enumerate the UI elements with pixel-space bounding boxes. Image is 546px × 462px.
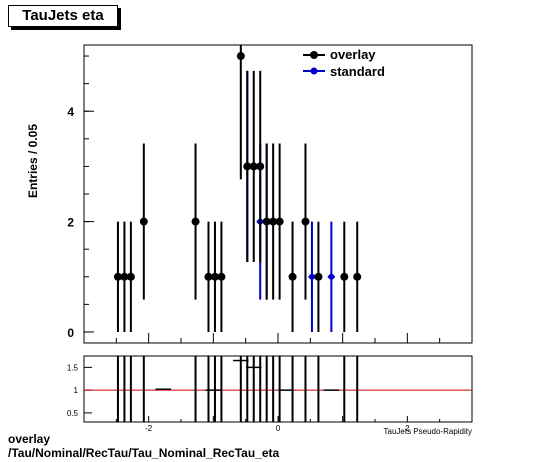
main-axes: 0 2 4 <box>67 55 473 343</box>
overlay-point <box>275 143 284 300</box>
main-y-tick-label: 2 <box>67 216 74 230</box>
overlay-point <box>269 143 278 300</box>
y-axis-label: Entries / 0.05 <box>26 124 40 198</box>
ratio-axes: 0.5 1 1.5 -2 0 2 <box>67 363 473 433</box>
overlay-point <box>340 221 349 332</box>
ratio-x-tick-label: -2 <box>145 424 153 433</box>
ratio-y-tick-label: 1.5 <box>67 363 79 372</box>
x-axis-label: TauJets Pseudo-Rapidity <box>384 427 473 436</box>
ratio-x-tick-label: 0 <box>276 424 281 433</box>
overlay-point <box>249 70 258 262</box>
standard-point <box>327 221 335 332</box>
overlay-point <box>236 45 245 180</box>
overlay-point <box>204 221 213 332</box>
overlay-point <box>191 143 200 300</box>
standard-point <box>308 221 316 332</box>
overlay-point <box>126 221 135 332</box>
main-y-tick-label: 4 <box>67 105 74 119</box>
legend-overlay-marker <box>310 51 318 59</box>
legend-standard-label: standard <box>330 64 385 79</box>
overlay-point <box>288 221 297 332</box>
overlay-point <box>256 70 265 262</box>
main-y-tick-label: 0 <box>67 326 74 340</box>
overlay-point <box>139 143 148 300</box>
legend-overlay-label: overlay <box>330 47 376 62</box>
ratio-x-tick-label: 2 <box>405 424 410 433</box>
overlay-point <box>314 221 323 332</box>
overlay-point <box>301 143 310 300</box>
legend: overlay standard <box>303 47 385 79</box>
ratio-plot-frame <box>83 355 473 423</box>
overlay-point <box>243 70 252 262</box>
footer-line1: overlay <box>8 432 51 446</box>
legend-standard-marker <box>310 67 318 75</box>
ratio-y-tick-label: 1 <box>74 386 79 395</box>
overlay-point <box>262 143 271 300</box>
overlay-point <box>113 221 122 332</box>
ratio-y-tick-label: 0.5 <box>67 409 79 418</box>
ratio-data-marks <box>116 356 359 422</box>
footer-line2: /Tau/Nominal/RecTau/Tau_Nominal_RecTau_e… <box>8 446 280 460</box>
histogram-title: TauJets eta <box>8 5 118 27</box>
overlay-point <box>353 221 362 332</box>
overlay-point <box>210 221 219 332</box>
overlay-point <box>120 221 129 332</box>
overlay-point <box>217 221 226 332</box>
main-plot-frame <box>83 44 473 344</box>
main-data-marks <box>113 45 362 332</box>
